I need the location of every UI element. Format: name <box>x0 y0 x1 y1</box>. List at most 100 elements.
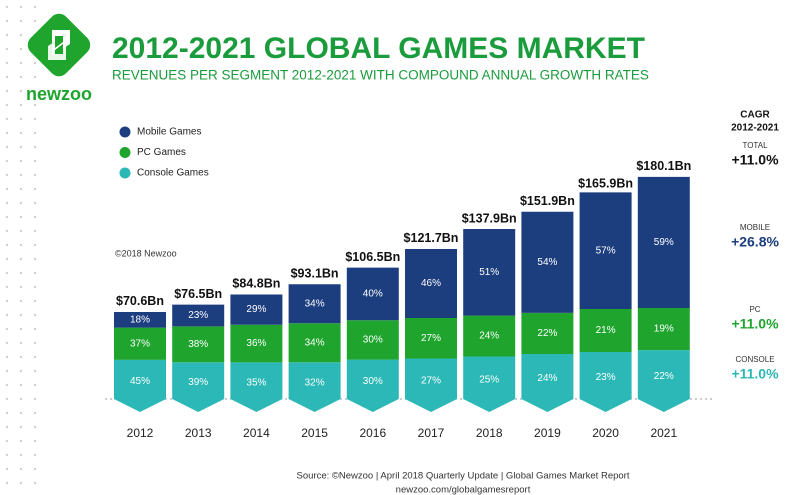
bar-segment <box>405 317 457 359</box>
cagr-value: +11.0% <box>731 316 779 332</box>
bar-segment <box>288 323 341 363</box>
cagr-value: +26.8% <box>731 234 779 250</box>
segment-label: 34% <box>305 298 325 309</box>
bar-segment <box>346 320 399 360</box>
x-tick-label: 2013 <box>185 426 212 440</box>
bar-segment <box>521 354 574 412</box>
source: Source: ©Newzoo | April 2018 Quarterly U… <box>297 471 630 482</box>
legend-swatch <box>119 126 131 138</box>
segment-label: 22% <box>537 328 557 339</box>
bar-segment <box>405 248 457 318</box>
x-tick-label: 2019 <box>534 426 561 440</box>
bar-segment <box>405 358 457 412</box>
total-label: $106.5Bn <box>345 250 400 264</box>
cagr-label: MOBILE <box>740 223 770 232</box>
segment-label: 34% <box>305 337 325 348</box>
segment-label: 24% <box>479 331 499 342</box>
segment-label: 30% <box>363 376 383 387</box>
total-label: $93.1Bn <box>291 267 339 281</box>
bar-segment <box>579 308 632 352</box>
bar-segment <box>114 359 166 412</box>
legend-swatch <box>119 167 131 179</box>
legend-label: Mobile Games <box>137 127 201 138</box>
cagr-title: 2012-2021 <box>731 123 779 134</box>
url: newzoo.com/globalgamesreport <box>396 485 531 495</box>
bar-segment <box>114 311 166 328</box>
bar-segment <box>463 228 516 316</box>
bar-segment <box>521 211 574 313</box>
x-tick-label: 2014 <box>243 426 270 440</box>
copyright: ©2018 Newzoo <box>115 248 177 258</box>
segment-label: 37% <box>130 338 150 349</box>
cagr-label: CONSOLE <box>735 355 774 364</box>
segment-label: 23% <box>188 310 208 321</box>
chart-title: 2012-2021 GLOBAL GAMES MARKET <box>112 32 645 65</box>
segment-label: 29% <box>246 304 266 315</box>
total-label: $180.1Bn <box>636 159 691 173</box>
segment-label: 39% <box>188 377 208 388</box>
bar-segment <box>230 362 283 412</box>
bar-segment <box>346 359 399 412</box>
segment-label: 18% <box>130 314 150 325</box>
segment-label: 30% <box>363 335 383 346</box>
total-label: $151.9Bn <box>520 194 575 208</box>
x-tick-label: 2015 <box>301 426 328 440</box>
segment-label: 45% <box>130 376 150 387</box>
segment-label: 59% <box>654 237 674 248</box>
x-tick-label: 2017 <box>418 426 445 440</box>
segment-label: 38% <box>188 339 208 350</box>
segment-label: 22% <box>654 371 674 382</box>
segment-label: 25% <box>479 374 499 385</box>
bar-segment <box>521 312 574 355</box>
x-tick-label: 2012 <box>127 426 154 440</box>
segment-label: 19% <box>654 324 674 335</box>
legend-label: PC Games <box>137 147 186 158</box>
bar-segment <box>346 267 399 321</box>
total-label: $70.6Bn <box>116 294 164 308</box>
bar-segment <box>463 356 516 412</box>
x-tick-label: 2021 <box>650 426 677 440</box>
bar-segment <box>230 294 283 325</box>
bar-segment <box>288 362 341 412</box>
bar-segment <box>114 327 166 360</box>
legend-swatch <box>119 147 131 158</box>
segment-label: 27% <box>421 333 441 344</box>
segment-label: 27% <box>421 375 441 386</box>
segment-label: 51% <box>479 267 499 278</box>
segment-label: 54% <box>537 257 557 268</box>
segment-label: 57% <box>596 245 616 256</box>
bar-segment <box>172 326 225 363</box>
cagr-value: +11.0% <box>731 152 779 168</box>
segment-label: 40% <box>363 289 383 300</box>
x-tick-label: 2016 <box>359 426 386 440</box>
segment-label: 23% <box>596 372 616 383</box>
segment-label: 24% <box>537 373 557 384</box>
cagr-label: TOTAL <box>742 141 768 150</box>
bar-segment <box>579 192 632 309</box>
segment-label: 32% <box>305 377 325 388</box>
x-tick-label: 2018 <box>476 426 503 440</box>
segment-label: 35% <box>246 377 266 388</box>
bar-segment <box>463 315 516 357</box>
segment-label: 21% <box>596 325 616 336</box>
cagr-value: +11.0% <box>731 366 779 382</box>
bar-segment <box>230 324 283 363</box>
total-label: $165.9Bn <box>578 177 633 191</box>
logo-text: newzoo <box>26 84 92 104</box>
bar-segment <box>637 307 690 351</box>
dot-pattern <box>0 0 44 495</box>
legend-label: Console Games <box>137 168 209 179</box>
total-label: $84.8Bn <box>232 277 280 291</box>
segment-label: 46% <box>421 278 441 289</box>
bar-segment <box>579 351 632 412</box>
bar-segment <box>288 284 341 324</box>
cagr-label: PC <box>749 305 760 314</box>
bar-segment <box>637 176 690 308</box>
total-label: $76.5Bn <box>174 287 222 301</box>
x-tick-label: 2020 <box>592 426 619 440</box>
segment-label: 36% <box>246 338 266 349</box>
bar-segment <box>637 350 690 412</box>
chart-subtitle: REVENUES PER SEGMENT 2012-2021 WITH COMP… <box>112 68 649 83</box>
total-label: $137.9Bn <box>462 211 517 225</box>
